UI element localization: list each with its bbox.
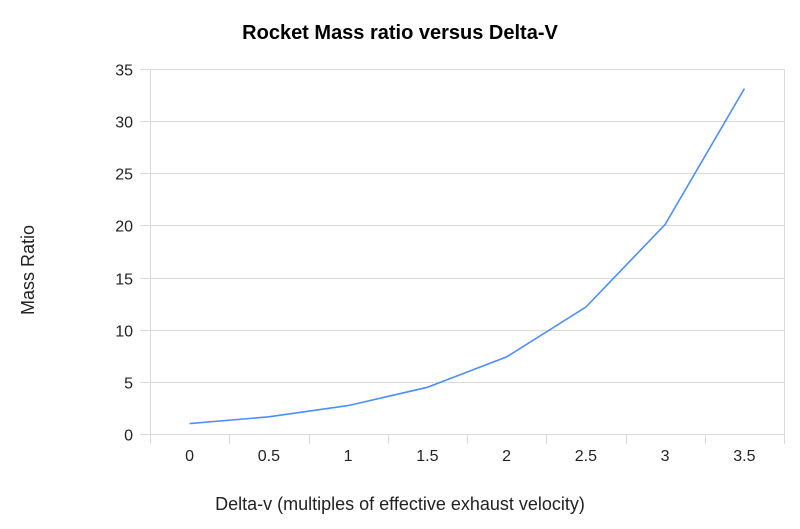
chart-title: Rocket Mass ratio versus Delta-V: [242, 22, 558, 44]
x-tick-label: 3.5: [733, 448, 755, 465]
y-tick-label: 35: [115, 63, 133, 80]
x-tick-label: 3: [661, 448, 670, 465]
x-tick-label: 0: [185, 448, 194, 465]
y-tick-label: 25: [115, 167, 133, 184]
x-tick-label: 0.5: [258, 448, 280, 465]
x-tick-label: 2.5: [575, 448, 597, 465]
y-tick-label: 0: [124, 428, 133, 445]
series-line: [189, 88, 746, 425]
y-tick-label: 30: [115, 115, 133, 132]
x-tick-label: 1: [344, 448, 353, 465]
x-axis-label: Delta-v (multiples of effective exhaust …: [215, 494, 585, 514]
y-tick-label: 10: [115, 324, 133, 341]
y-tick-label: 15: [115, 272, 133, 289]
x-tick-label: 2: [502, 448, 511, 465]
y-tick-label: 20: [115, 219, 133, 236]
x-tick-label: 1.5: [416, 448, 438, 465]
y-tick-label: 5: [124, 376, 133, 393]
y-axis-label: Mass Ratio: [18, 225, 38, 315]
